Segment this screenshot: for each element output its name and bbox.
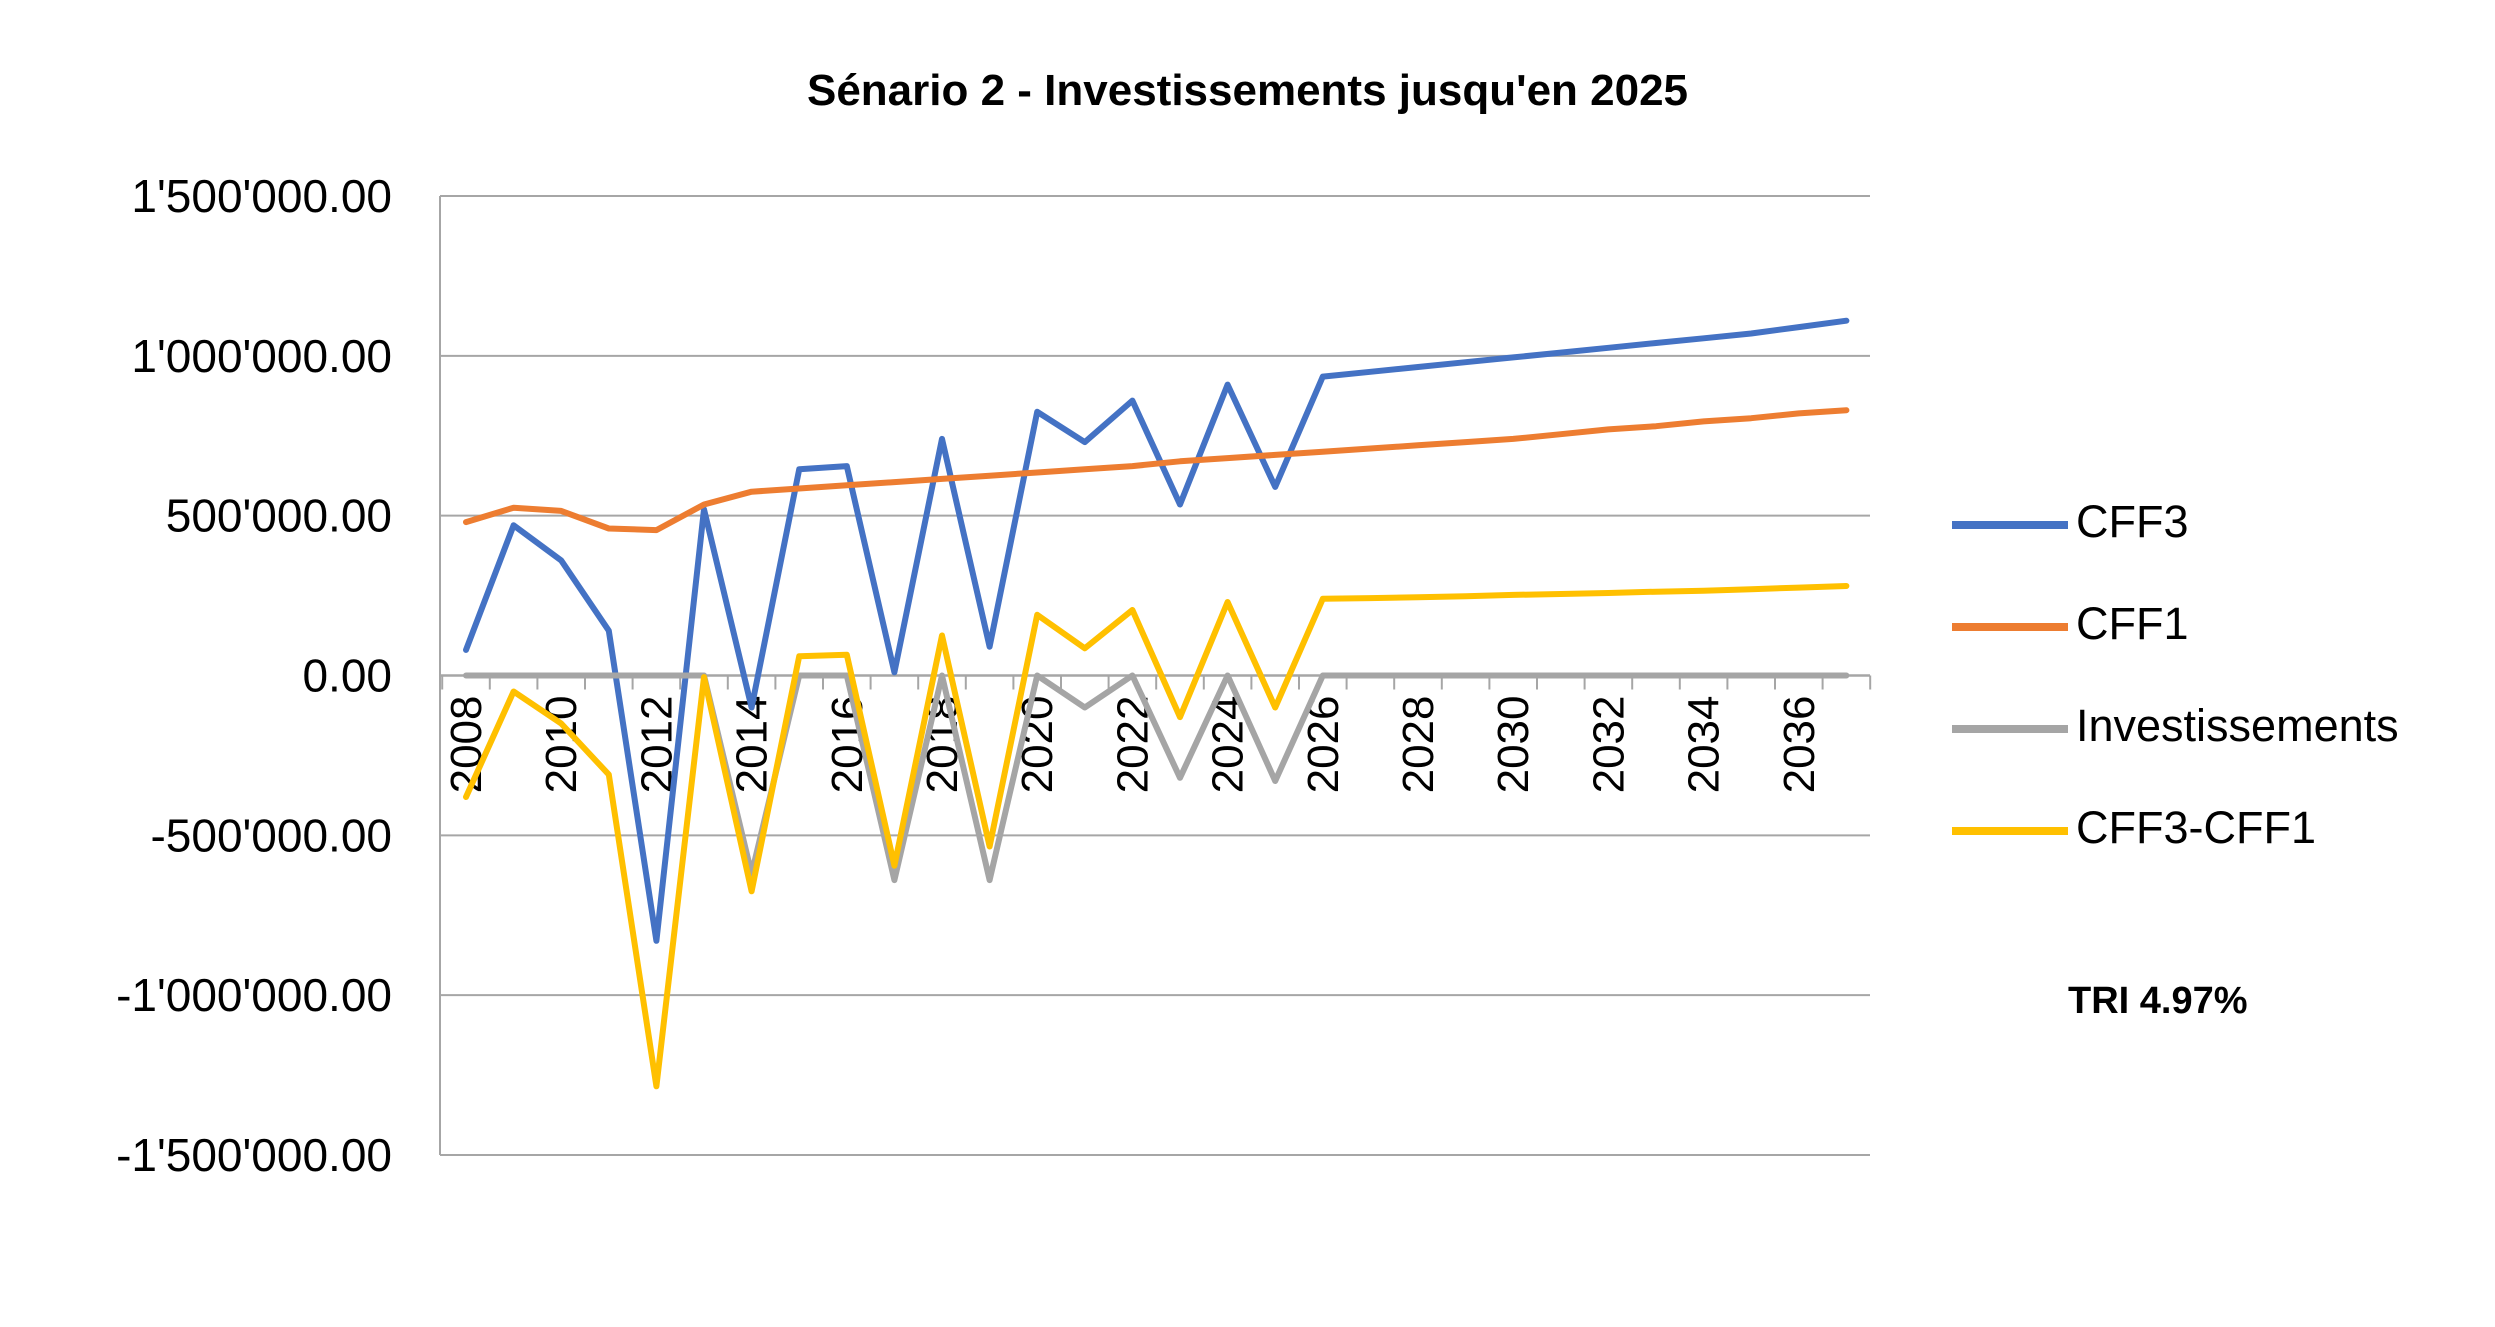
y-tick-label: 500'000.00 xyxy=(166,490,392,542)
legend-item-investissements: Investissements xyxy=(1952,694,2472,796)
legend-swatch-cff1 xyxy=(1952,623,2068,631)
x-tick-labels: 2008 2010 2012 2014 2016 2018 2020 2022 2024 2026… xyxy=(442,696,1824,794)
legend-label-cff1: CFF1 xyxy=(2076,598,2189,649)
y-tick-label: 1'500'000.00 xyxy=(131,170,392,222)
chart-title: Sénario 2 - Investissements jusqu'en 202… xyxy=(806,66,1689,115)
y-tick-label: 1'000'000.00 xyxy=(131,330,392,382)
series-line-cff3 xyxy=(463,317,1850,944)
legend: CFF3 CFF1 Investissements CFF3-CFF1 xyxy=(1952,490,2472,898)
legend-swatch-cff3 xyxy=(1952,521,2068,529)
x-tick-label: 2030 xyxy=(1489,696,1538,794)
x-tick-label: 2014 xyxy=(728,696,777,794)
legend-swatch-cff3-cff1 xyxy=(1952,827,2068,835)
legend-item-cff3-cff1: CFF3-CFF1 xyxy=(1952,796,2472,898)
x-tick-label: 2034 xyxy=(1680,696,1729,794)
x-tick-label: 2032 xyxy=(1584,696,1633,794)
y-tick-label: 0.00 xyxy=(302,650,392,702)
y-tick-labels: 1'500'000.00 1'000'000.00 500'000.00 0.00 -5… xyxy=(116,170,392,1181)
legend-label-cff3: CFF3 xyxy=(2076,496,2189,547)
y-tick-label: -1'500'000.00 xyxy=(116,1129,392,1181)
legend-label-investissements: Investissements xyxy=(2076,700,2399,751)
legend-item-cff1: CFF1 xyxy=(1952,592,2472,694)
y-tick-label: -500'000.00 xyxy=(150,809,392,861)
series-line-cff3-cff1 xyxy=(463,583,1850,1090)
tri-annotation: TRI 4.97% xyxy=(2068,980,2248,1022)
y-tick-label: -1'000'000.00 xyxy=(116,969,392,1021)
legend-item-cff3: CFF3 xyxy=(1952,490,2472,592)
x-tick-label: 2028 xyxy=(1394,696,1443,794)
x-tick-label: 2008 xyxy=(442,696,491,794)
legend-swatch-investissements xyxy=(1952,725,2068,733)
series-lines xyxy=(463,317,1850,1090)
legend-label-cff3-cff1: CFF3-CFF1 xyxy=(2076,802,2316,853)
x-tick-label: 2036 xyxy=(1775,696,1824,794)
series-line-investissements xyxy=(463,672,1850,884)
series-line-cff1 xyxy=(463,407,1850,534)
